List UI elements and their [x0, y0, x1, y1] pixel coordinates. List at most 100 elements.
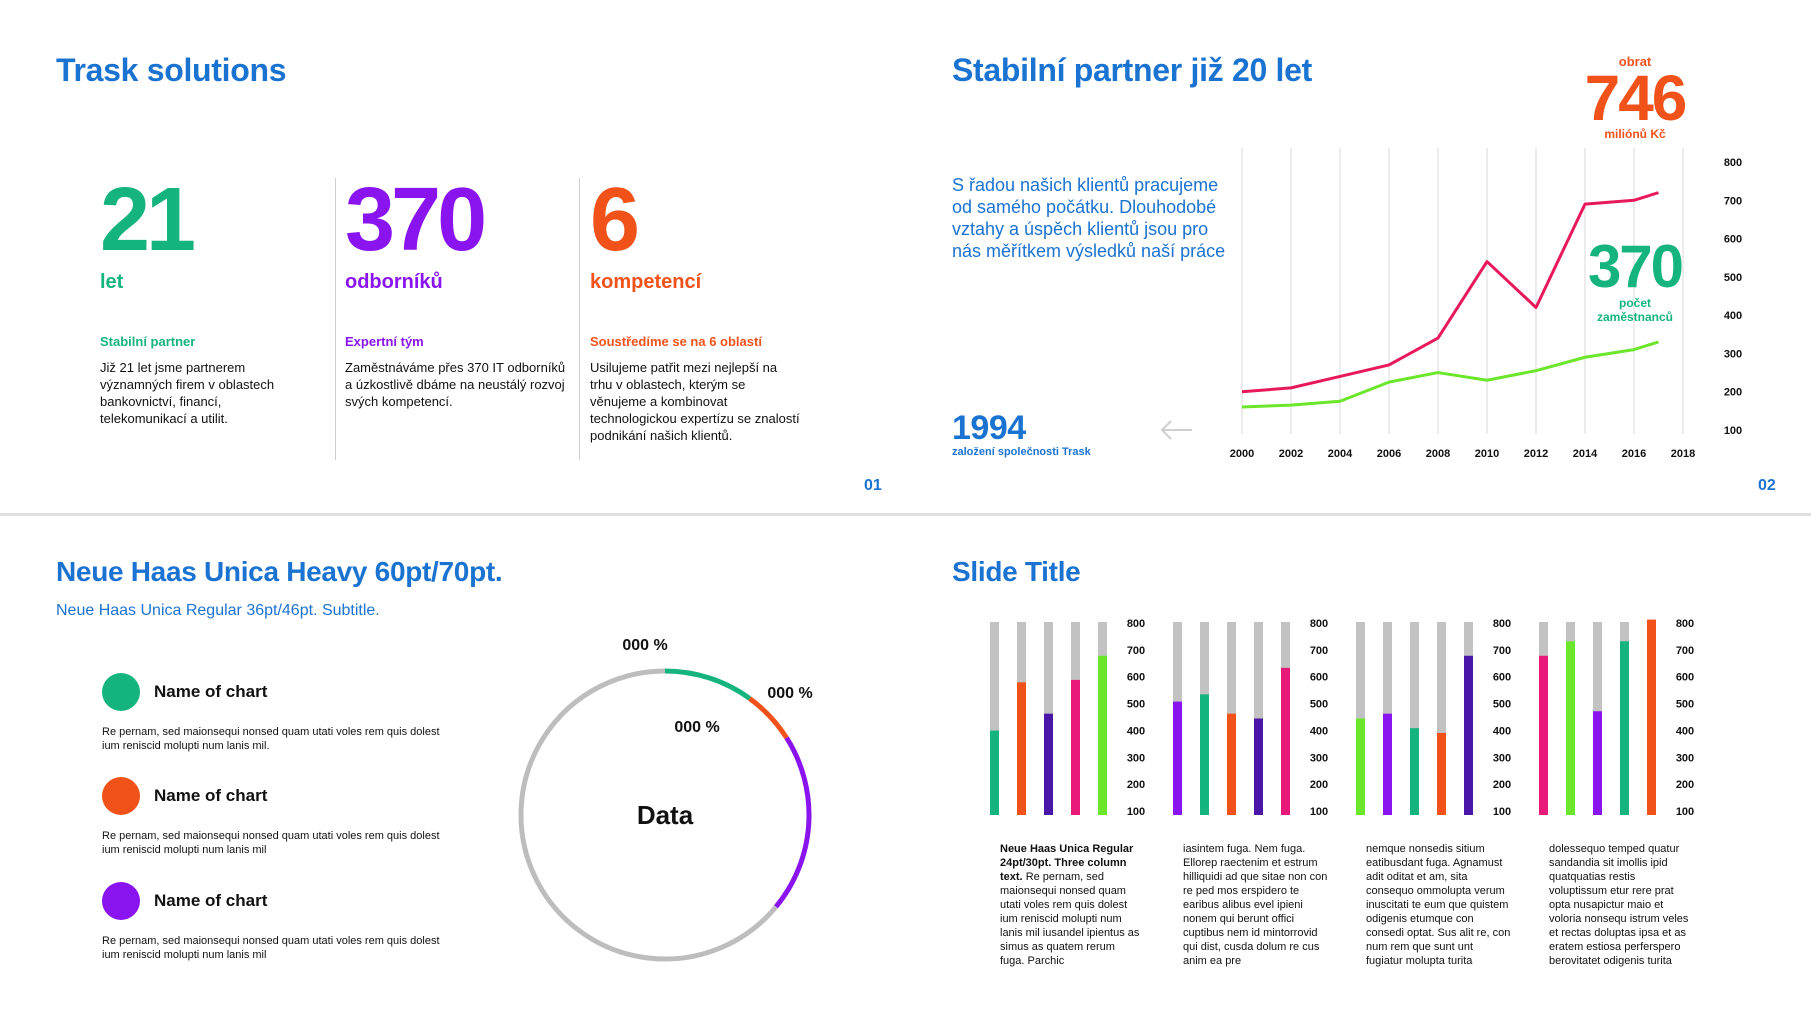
y-tick-label: 400: [1676, 725, 1694, 737]
stat-years: 21 let Stabilní partner Již 21 let jsme …: [100, 175, 320, 427]
y-tick-label: 500: [1127, 699, 1145, 711]
employees-label: počet: [1618, 296, 1651, 310]
column-divider: [579, 178, 580, 460]
bar: [1410, 728, 1419, 815]
y-tick-label: 800: [1310, 618, 1328, 630]
employees-callout: 370 počet zaměstnanců: [1565, 233, 1705, 325]
employees-label: zaměstnanců: [1596, 310, 1674, 324]
employees-value: 370: [1587, 233, 1684, 300]
y-tick-label: 200: [1493, 779, 1511, 791]
legend-name: Name of chart: [154, 786, 268, 805]
bar: [1071, 679, 1080, 815]
legend-text: Re pernam, sed maionsequi nonsed quam ut…: [102, 830, 440, 842]
legend-swatch: [102, 882, 140, 920]
y-tick-label: 800: [1127, 618, 1145, 630]
bar: [1464, 655, 1473, 815]
text-column: iasintem fuga. Nem fuga. Ellorep raecten…: [1183, 842, 1328, 968]
slice-label: 000 %: [622, 637, 667, 654]
y-tick-label: 400: [1724, 310, 1742, 322]
stat-number: 6: [590, 170, 640, 270]
legend-text: ium reniscid molupti num lanis mil: [102, 949, 267, 961]
bar: [1200, 694, 1209, 815]
y-tick-label: 700: [1310, 645, 1328, 657]
revenue-label: obrat: [1618, 54, 1652, 69]
series-line: [1241, 340, 1659, 409]
text-column: dolessequo temped quatur sandandia sit i…: [1549, 842, 1694, 968]
slide-3-subtitle: Neue Haas Unica Regular 36pt/46pt. Subti…: [56, 602, 380, 619]
x-tick-label: 2018: [1671, 448, 1695, 460]
legend-name: Name of chart: [154, 682, 268, 701]
slide-2-title: Stabilní partner již 20 let: [952, 52, 1312, 88]
y-tick-label: 600: [1310, 672, 1328, 684]
bar: [1647, 619, 1656, 815]
legend-swatch: [102, 777, 140, 815]
y-tick-label: 600: [1724, 234, 1742, 246]
y-tick-label: 600: [1676, 672, 1694, 684]
bar-track: [1437, 622, 1446, 815]
stat-unit: kompetencí: [590, 271, 702, 293]
y-tick-label: 100: [1724, 425, 1742, 437]
text-column-body: dolessequo temped quatur sandandia sit i…: [1549, 843, 1689, 967]
series-line: [1241, 191, 1659, 394]
column-divider: [335, 178, 336, 460]
arrow-left-icon: [1160, 420, 1192, 440]
bar: [1173, 701, 1182, 815]
chart-legend: Name of chart Re pernam, sed maionsequi …: [102, 673, 482, 973]
y-tick-label: 100: [1127, 806, 1145, 818]
legend-text: ium reniscid molupti num lanis mil.: [102, 740, 270, 752]
slice-label: 000 %: [674, 719, 719, 736]
bar: [990, 730, 999, 815]
y-tick-label: 700: [1127, 645, 1145, 657]
x-tick-label: 2006: [1377, 448, 1401, 460]
x-tick-label: 2008: [1426, 448, 1450, 460]
stat-body: Zaměstnáváme přes 370 IT odborníků a úzk…: [345, 360, 566, 409]
y-tick-label: 300: [1493, 752, 1511, 764]
stat-subtitle: Soustředíme se na 6 oblastí: [590, 334, 762, 349]
donut-slice: [664, 668, 752, 701]
founded-label: založení společnosti Trask: [952, 446, 1091, 458]
text-column: Neue Haas Unica Regular 24pt/30pt. Three…: [1000, 842, 1140, 968]
x-tick-label: 2004: [1328, 448, 1353, 460]
slide-divider: [0, 513, 1811, 516]
line-chart: 2000 2002 2004 2006 2008 2010 2012 2014 2016 2018…: [1230, 148, 1742, 460]
y-tick-label: 100: [1493, 806, 1511, 818]
bar: [1227, 713, 1236, 815]
stat-subtitle: Expertní tým: [345, 334, 424, 349]
y-tick-label: 300: [1724, 348, 1742, 360]
y-tick-label: 500: [1493, 699, 1511, 711]
x-tick-label: 2010: [1475, 448, 1499, 460]
donut-slice: [774, 736, 812, 909]
text-column-bold: Neue Haas Unica Regular 24pt/30pt. Three…: [1000, 843, 1134, 883]
donut-chart: 000 % 000 % 000 % Data: [518, 637, 813, 962]
legend-text: ium reniscid molupti num lanis mil: [102, 844, 267, 856]
founded-year: 1994: [952, 409, 1026, 447]
y-tick-label: 600: [1493, 672, 1511, 684]
bar: [1566, 641, 1575, 815]
y-tick-label: 500: [1676, 699, 1694, 711]
x-tick-label: 2002: [1279, 448, 1303, 460]
bar-track: [990, 622, 999, 815]
y-tick-label: 500: [1724, 272, 1742, 284]
text-column-body: Re pernam, sed maionsequi nonsed quam ut…: [1000, 871, 1140, 967]
bar: [1383, 713, 1392, 815]
founded-block: 1994 založení společnosti Trask: [952, 410, 1091, 458]
y-tick-label: 800: [1493, 618, 1511, 630]
y-tick-label: 300: [1310, 752, 1328, 764]
stat-number: 21: [100, 170, 196, 270]
stat-unit: odborníků: [345, 271, 443, 293]
donut-slice: [748, 696, 789, 740]
bar-track: [1410, 622, 1419, 815]
legend-swatch: [102, 673, 140, 711]
legend-name: Name of chart: [154, 891, 268, 910]
revenue-value: 746: [1584, 62, 1688, 134]
text-column-body: iasintem fuga. Nem fuga. Ellorep raecten…: [1183, 843, 1328, 967]
intro-text: S řadou našich klientů pracujeme od samé…: [952, 175, 1226, 261]
y-tick-label: 700: [1676, 645, 1694, 657]
bar-chart: 800 700 600 500 400 300 200 100 800 700 600 500 400 3…: [990, 618, 1694, 818]
y-tick-label: 600: [1127, 672, 1145, 684]
legend-text: Re pernam, sed maionsequi nonsed quam ut…: [102, 935, 440, 947]
y-tick-label: 700: [1724, 195, 1742, 207]
bar: [1437, 732, 1446, 815]
y-tick-label: 100: [1676, 806, 1694, 818]
legend-text: Re pernam, sed maionsequi nonsed quam ut…: [102, 726, 440, 738]
